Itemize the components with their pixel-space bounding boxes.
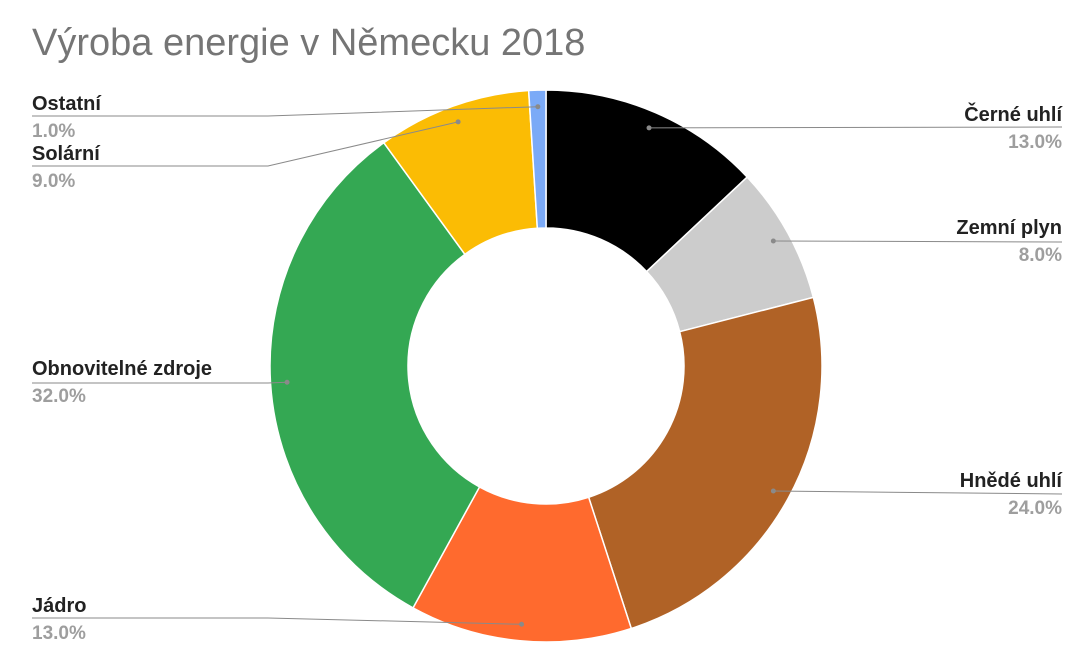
leader-line-cerne-uhli	[649, 126, 1063, 129]
slices-group	[269, 89, 823, 643]
label-value-cerne-uhli: 13.0%	[1008, 132, 1062, 153]
leader-dot-cerne-uhli	[646, 125, 652, 131]
slice-hnede-uhli	[587, 296, 823, 630]
label-name-obnovitelne-zdroje: Obnovitelné zdroje	[32, 358, 212, 380]
leader-line-jadro	[32, 617, 522, 625]
leader-dot-jadro	[519, 621, 525, 627]
label-name-zemni-plyn: Zemní plyn	[956, 217, 1062, 239]
leader-dot-hnede-uhli	[770, 488, 776, 494]
leader-dot-solarni	[455, 119, 461, 125]
label-value-solarni: 9.0%	[32, 171, 75, 192]
label-name-hnede-uhli: Hnědé uhlí	[960, 470, 1064, 492]
label-name-jadro: Jádro	[32, 595, 86, 617]
slice-obnovitelne-zdroje	[269, 141, 481, 609]
label-name-cerne-uhli: Černé uhlí	[964, 102, 1063, 126]
leader-line-solarni	[32, 121, 459, 167]
slice-jadro	[412, 485, 633, 643]
label-value-jadro: 13.0%	[32, 623, 86, 644]
label-value-obnovitelne-zdroje: 32.0%	[32, 386, 86, 407]
leader-dot-obnovitelne-zdroje	[284, 379, 290, 385]
slice-ostatni	[527, 89, 547, 230]
leader-dot-zemni-plyn	[770, 238, 776, 244]
leader-line-zemni-plyn	[773, 240, 1063, 243]
label-name-solarni: Solární	[32, 143, 101, 165]
chart-title: Výroba energie v Německu 2018	[32, 22, 586, 64]
slice-cerne-uhli	[545, 89, 749, 273]
label-value-zemni-plyn: 8.0%	[1019, 245, 1062, 266]
label-value-ostatni: 1.0%	[32, 121, 75, 142]
leader-line-obnovitelne-zdroje	[32, 381, 288, 384]
leader-lines-group	[32, 104, 1063, 627]
leader-line-ostatni	[32, 106, 538, 117]
label-name-ostatni: Ostatní	[32, 93, 102, 115]
labels-group: Černé uhlí 13.0% Zemní plyn 8.0% Hnědé uhlí 2…	[32, 93, 1063, 644]
label-value-hnede-uhli: 24.0%	[1008, 498, 1062, 519]
leader-line-hnede-uhli	[773, 490, 1063, 495]
leader-dot-ostatni	[535, 104, 541, 110]
